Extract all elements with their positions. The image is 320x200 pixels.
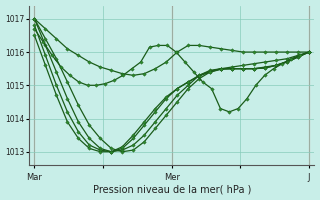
X-axis label: Pression niveau de la mer( hPa ): Pression niveau de la mer( hPa )	[92, 184, 251, 194]
